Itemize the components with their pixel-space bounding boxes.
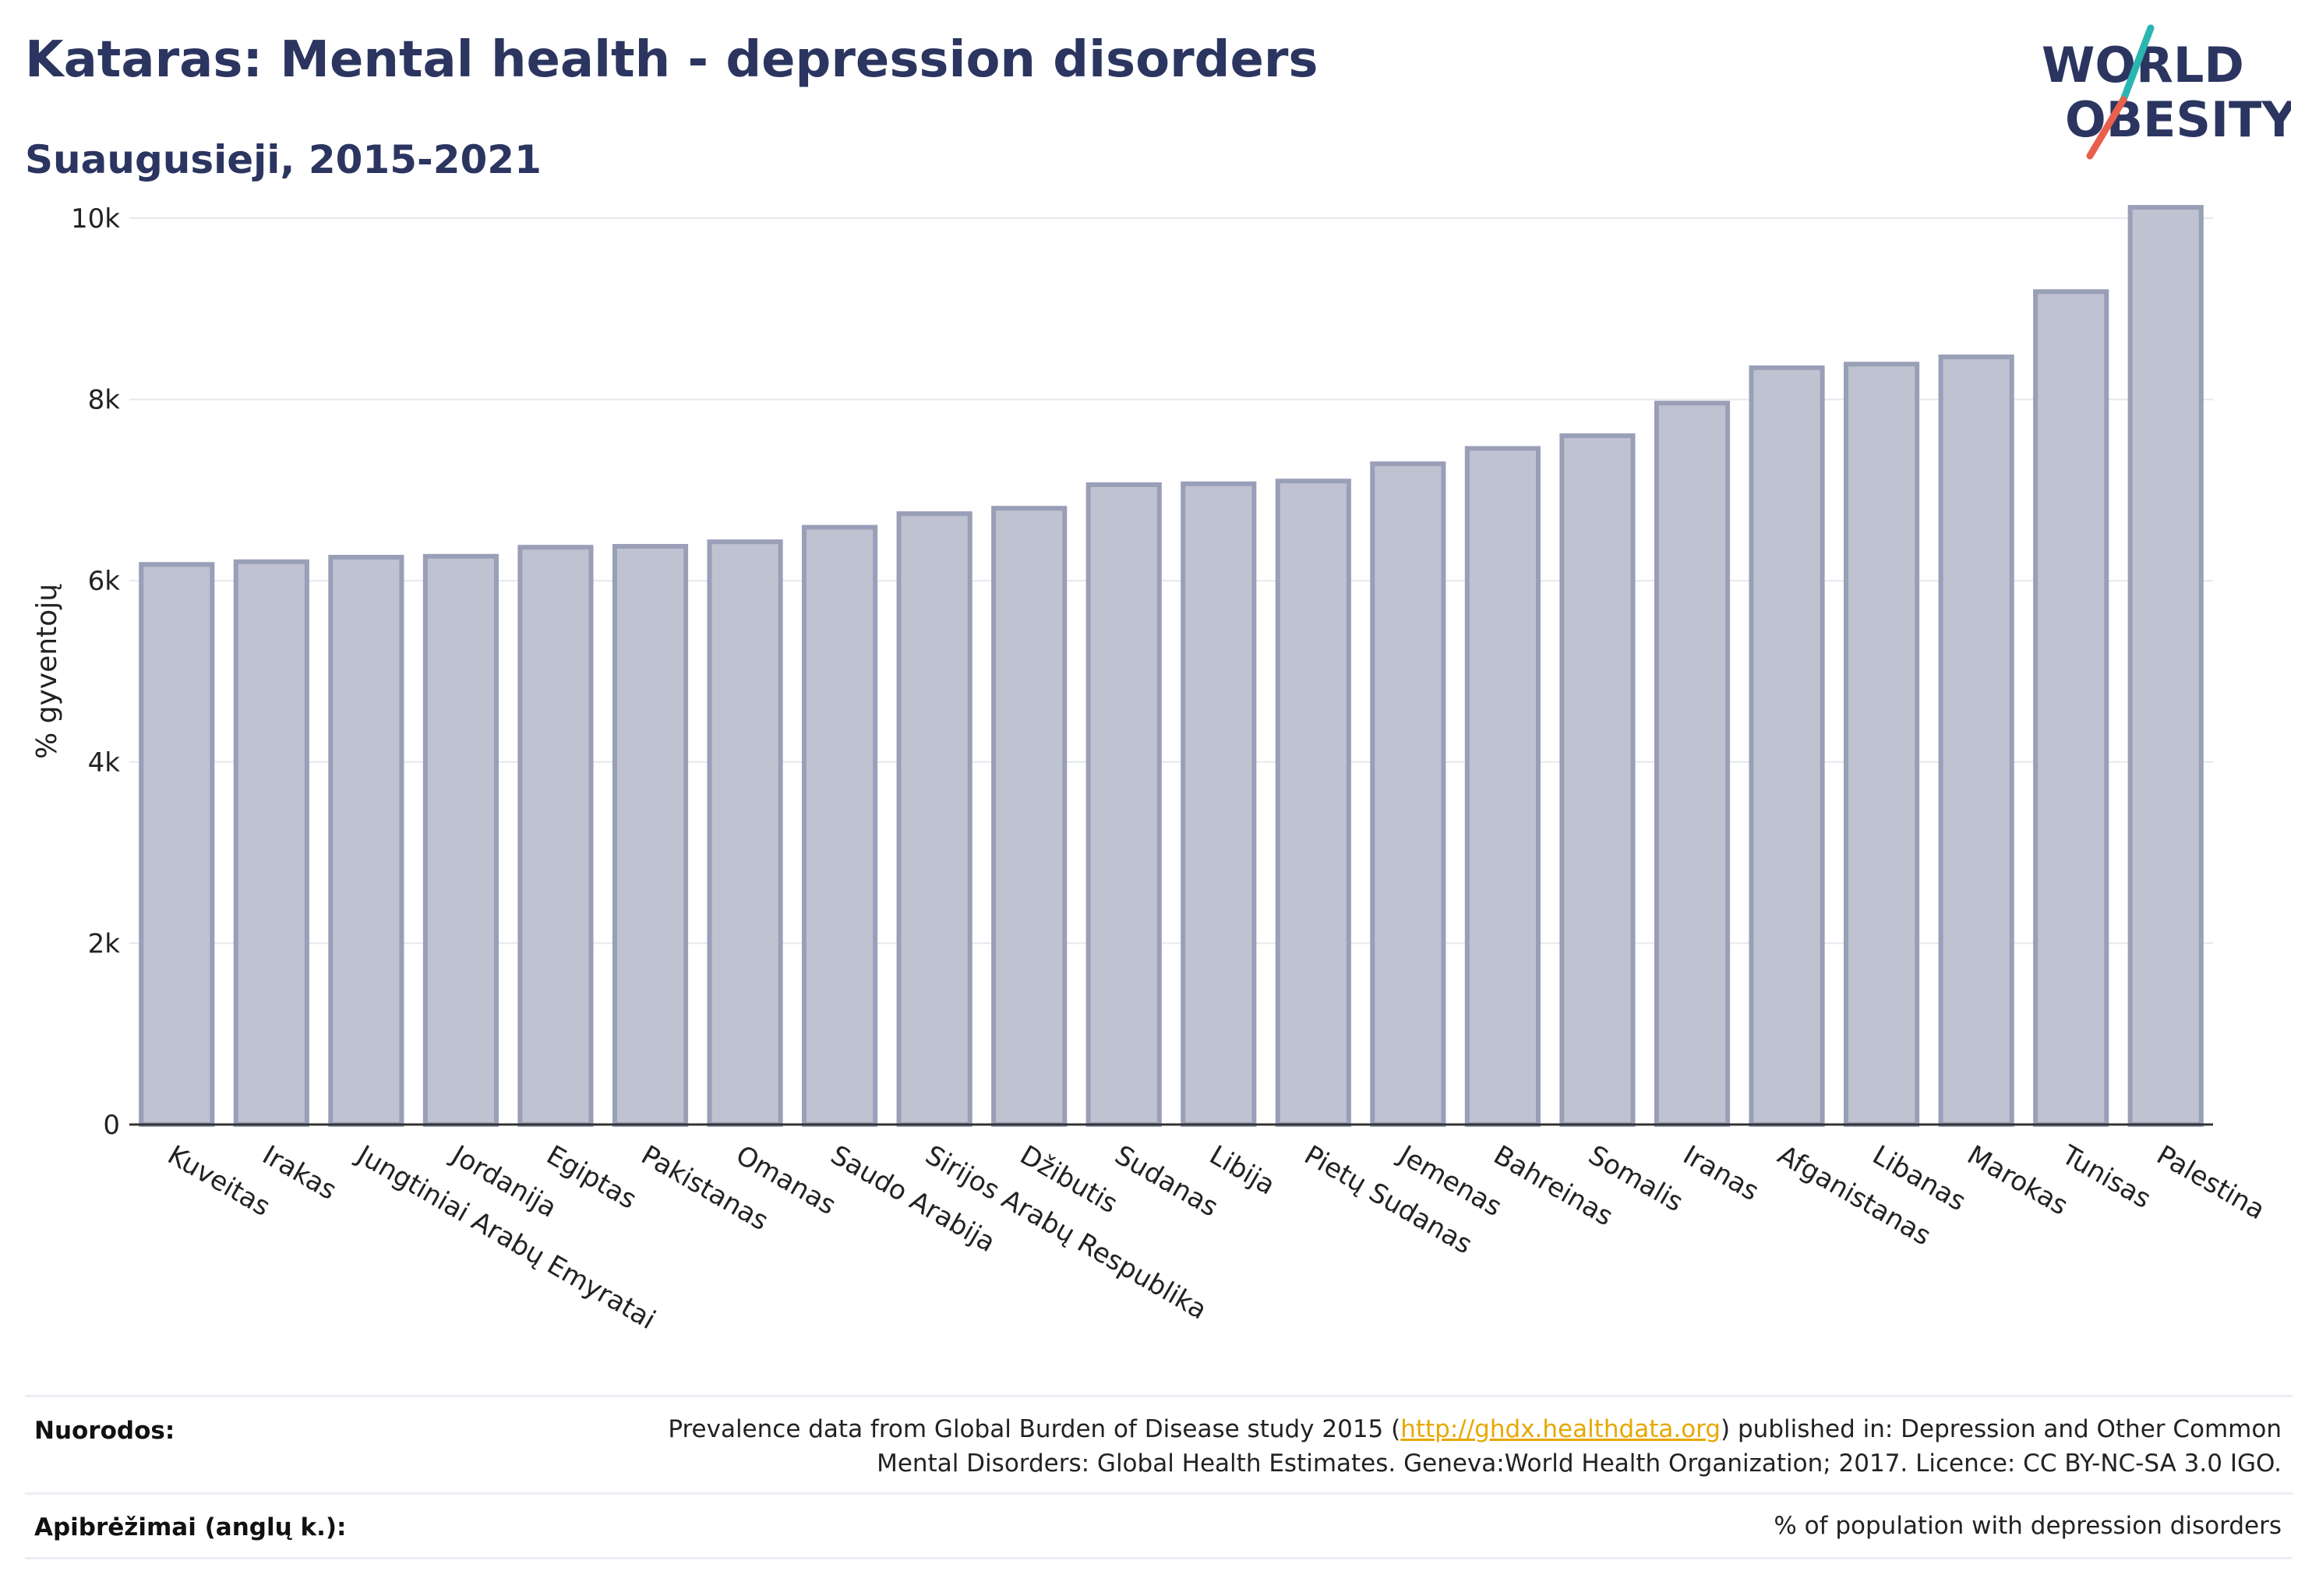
bar: [2127, 205, 2204, 1128]
definitions-text: % of population with depression disorder…: [1774, 1512, 2282, 1540]
bar: [517, 545, 594, 1127]
bar: [1844, 362, 1920, 1128]
bar: [991, 506, 1068, 1127]
y-axis-label: % gyventojų: [31, 584, 63, 759]
x-tick-label: Iranas: [1678, 1139, 1764, 1207]
chart-subtitle: Suaugusieji, 2015-2021: [25, 137, 542, 182]
bar: [1464, 446, 1541, 1127]
bar: [139, 562, 215, 1127]
bar: [1370, 461, 1446, 1127]
x-tick-label: Pietų Sudanas: [1299, 1139, 1477, 1260]
bar: [422, 553, 499, 1127]
footer-divider-top: [25, 1395, 2293, 1397]
definitions-label: Apibrėžimai (anglų k.):: [34, 1513, 347, 1541]
bar: [612, 544, 689, 1127]
y-tick-label: 4k: [88, 747, 121, 779]
bar: [1275, 478, 1351, 1127]
sources-text-line2: Mental Disorders: Global Health Estimate…: [877, 1449, 2282, 1478]
y-tick-label: 8k: [88, 385, 121, 416]
y-tick-label: 10k: [71, 203, 120, 235]
x-tick-label: Tunisas: [2056, 1139, 2156, 1215]
y-tick-label: 6k: [88, 566, 121, 597]
bar: [707, 539, 783, 1127]
bar: [1654, 401, 1731, 1127]
y-tick-label: 0: [103, 1110, 120, 1141]
bar: [1559, 433, 1636, 1127]
x-tick-label: Marokas: [1962, 1139, 2074, 1222]
bar: [1181, 481, 1257, 1127]
footer-divider-bottom: [25, 1557, 2293, 1559]
logo-slash-top: [2120, 24, 2155, 104]
bar: [1938, 354, 2014, 1127]
logo-slash-bottom: [2086, 96, 2127, 160]
bar: [896, 511, 972, 1127]
bar: [233, 559, 309, 1127]
x-tick-label: Saudo Arabija: [825, 1139, 1001, 1259]
chart-title: Kataras: Mental health - depression diso…: [25, 31, 1318, 89]
bar: [328, 554, 404, 1127]
footer-divider-middle: [25, 1492, 2293, 1495]
x-tick-label: Palestina: [2151, 1139, 2271, 1226]
x-tick-label: Kuveitas: [162, 1139, 275, 1223]
bar: [802, 524, 878, 1127]
sources-label: Nuorodos:: [34, 1417, 175, 1445]
bar: [1085, 482, 1162, 1127]
world-obesity-logo: WORLD OBESITY: [2042, 24, 2291, 160]
sources-text: Prevalence data from Global Burden of Di…: [668, 1412, 2282, 1481]
sources-text-after: ) published in: Depression and Other Com…: [1721, 1415, 2282, 1443]
sources-link[interactable]: http://ghdx.healthdata.org: [1400, 1415, 1721, 1443]
bar: [1749, 365, 1825, 1127]
y-tick-label: 2k: [88, 928, 121, 959]
bar: [2033, 289, 2109, 1127]
sources-text-before: Prevalence data from Global Burden of Di…: [668, 1415, 1401, 1443]
x-tick-label: Sudanas: [1110, 1139, 1223, 1223]
